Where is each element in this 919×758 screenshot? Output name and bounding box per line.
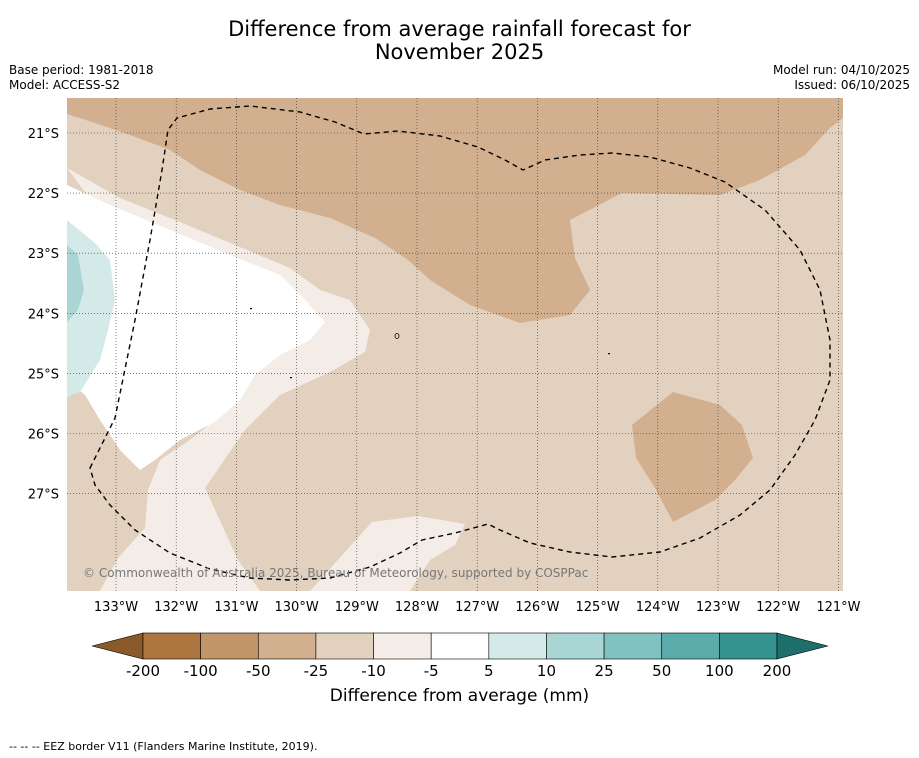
lat-label: 26°S bbox=[28, 428, 59, 443]
region-minus50-minus25-north bbox=[67, 98, 843, 323]
lon-label: 121°W bbox=[816, 600, 860, 615]
issued-date: Issued: 06/10/2025 bbox=[794, 78, 910, 92]
speck-1 bbox=[394, 333, 400, 339]
colorbar-segment bbox=[315, 632, 374, 660]
model-run: Model run: 04/10/2025 bbox=[772, 63, 910, 77]
base-period: Base period: 1981-2018 bbox=[9, 63, 154, 77]
colorbar-segment bbox=[430, 632, 490, 660]
longitude-labels: 133°W 132°W 131°W 130°W 129°W 128°W 127°W 126°W… bbox=[94, 600, 861, 615]
colorbar-tick: 200 bbox=[763, 662, 792, 680]
latitude-labels: 21°S 22°S 23°S 24°S 25°S 26°S 27°S bbox=[28, 127, 59, 503]
title-line-1: Difference from average rainfall forecas… bbox=[228, 17, 691, 41]
map-fill bbox=[67, 98, 843, 591]
footnote: -- -- -- EEZ border V11 (Flanders Marine… bbox=[9, 740, 318, 753]
colorbar-segment bbox=[200, 632, 259, 660]
speck-4 bbox=[290, 377, 292, 379]
colorbar-tick: 25 bbox=[595, 662, 614, 680]
colorbar-tick: 10 bbox=[537, 662, 556, 680]
lon-label: 132°W bbox=[154, 600, 198, 615]
lat-label: 24°S bbox=[28, 307, 59, 322]
lat-label: 22°S bbox=[28, 187, 59, 202]
colorbar-segment bbox=[719, 632, 778, 660]
colorbar-tick: 50 bbox=[652, 662, 671, 680]
colorbar-tick: -5 bbox=[424, 662, 439, 680]
lat-label: 21°S bbox=[28, 127, 59, 142]
lon-label: 123°W bbox=[696, 600, 740, 615]
region-minus50-minus25-se bbox=[632, 392, 753, 522]
colorbar-tick: -50 bbox=[246, 662, 271, 680]
lon-label: 131°W bbox=[214, 600, 258, 615]
colorbar-segment bbox=[546, 632, 605, 660]
chart-title: Difference from average rainfall forecas… bbox=[0, 18, 919, 64]
colorbar-tick: -10 bbox=[361, 662, 386, 680]
latitude-gridlines bbox=[67, 132, 843, 494]
speck-3 bbox=[250, 308, 252, 310]
lat-label: 23°S bbox=[28, 247, 59, 262]
colorbar-extend-low bbox=[91, 632, 144, 660]
colorbar-segment bbox=[142, 632, 201, 660]
colorbar: -200 -100 -50 -25 -10 -5 5 10 25 50 100 200 bbox=[91, 632, 829, 680]
lat-label: 25°S bbox=[28, 367, 59, 382]
title-line-2: November 2025 bbox=[374, 40, 545, 64]
eez-border bbox=[89, 105, 831, 581]
lon-label: 126°W bbox=[515, 600, 559, 615]
region-minus10-minus5 bbox=[67, 168, 370, 591]
colorbar-segment bbox=[603, 632, 663, 660]
lon-label: 130°W bbox=[275, 600, 319, 615]
colorbar-label: Difference from average (mm) bbox=[329, 686, 590, 706]
lat-label: 27°S bbox=[28, 488, 59, 503]
colorbar-segment bbox=[488, 632, 547, 660]
colorbar-tick: 5 bbox=[484, 662, 494, 680]
lon-label: 122°W bbox=[756, 600, 800, 615]
lon-label: 133°W bbox=[94, 600, 138, 615]
region-10-25 bbox=[67, 245, 84, 322]
colorbar-extend-high bbox=[776, 632, 829, 660]
lon-label: 128°W bbox=[395, 600, 439, 615]
colorbar-segment bbox=[661, 632, 720, 660]
colorbar-tick: -200 bbox=[126, 662, 160, 680]
speck-2 bbox=[608, 353, 610, 355]
colorbar-segment bbox=[257, 632, 317, 660]
meta-left: Base period: 1981-2018 Model: ACCESS-S2 bbox=[9, 63, 154, 93]
colorbar-segment bbox=[373, 632, 432, 660]
colorbar-tick: -25 bbox=[304, 662, 329, 680]
region-minus5-plus5 bbox=[67, 185, 325, 470]
lon-label: 125°W bbox=[576, 600, 620, 615]
longitude-gridlines bbox=[115, 98, 839, 591]
model-name: Model: ACCESS-S2 bbox=[9, 78, 121, 92]
colorbar-tick: -100 bbox=[184, 662, 218, 680]
lon-label: 127°W bbox=[455, 600, 499, 615]
lon-label: 124°W bbox=[636, 600, 680, 615]
lon-label: 129°W bbox=[335, 600, 379, 615]
copyright-text: © Commonwealth of Australia 2025, Bureau… bbox=[83, 566, 588, 580]
colorbar-tick: 100 bbox=[705, 662, 734, 680]
meta-right: Model run: 04/10/2025 Issued: 06/10/2025 bbox=[773, 63, 910, 93]
